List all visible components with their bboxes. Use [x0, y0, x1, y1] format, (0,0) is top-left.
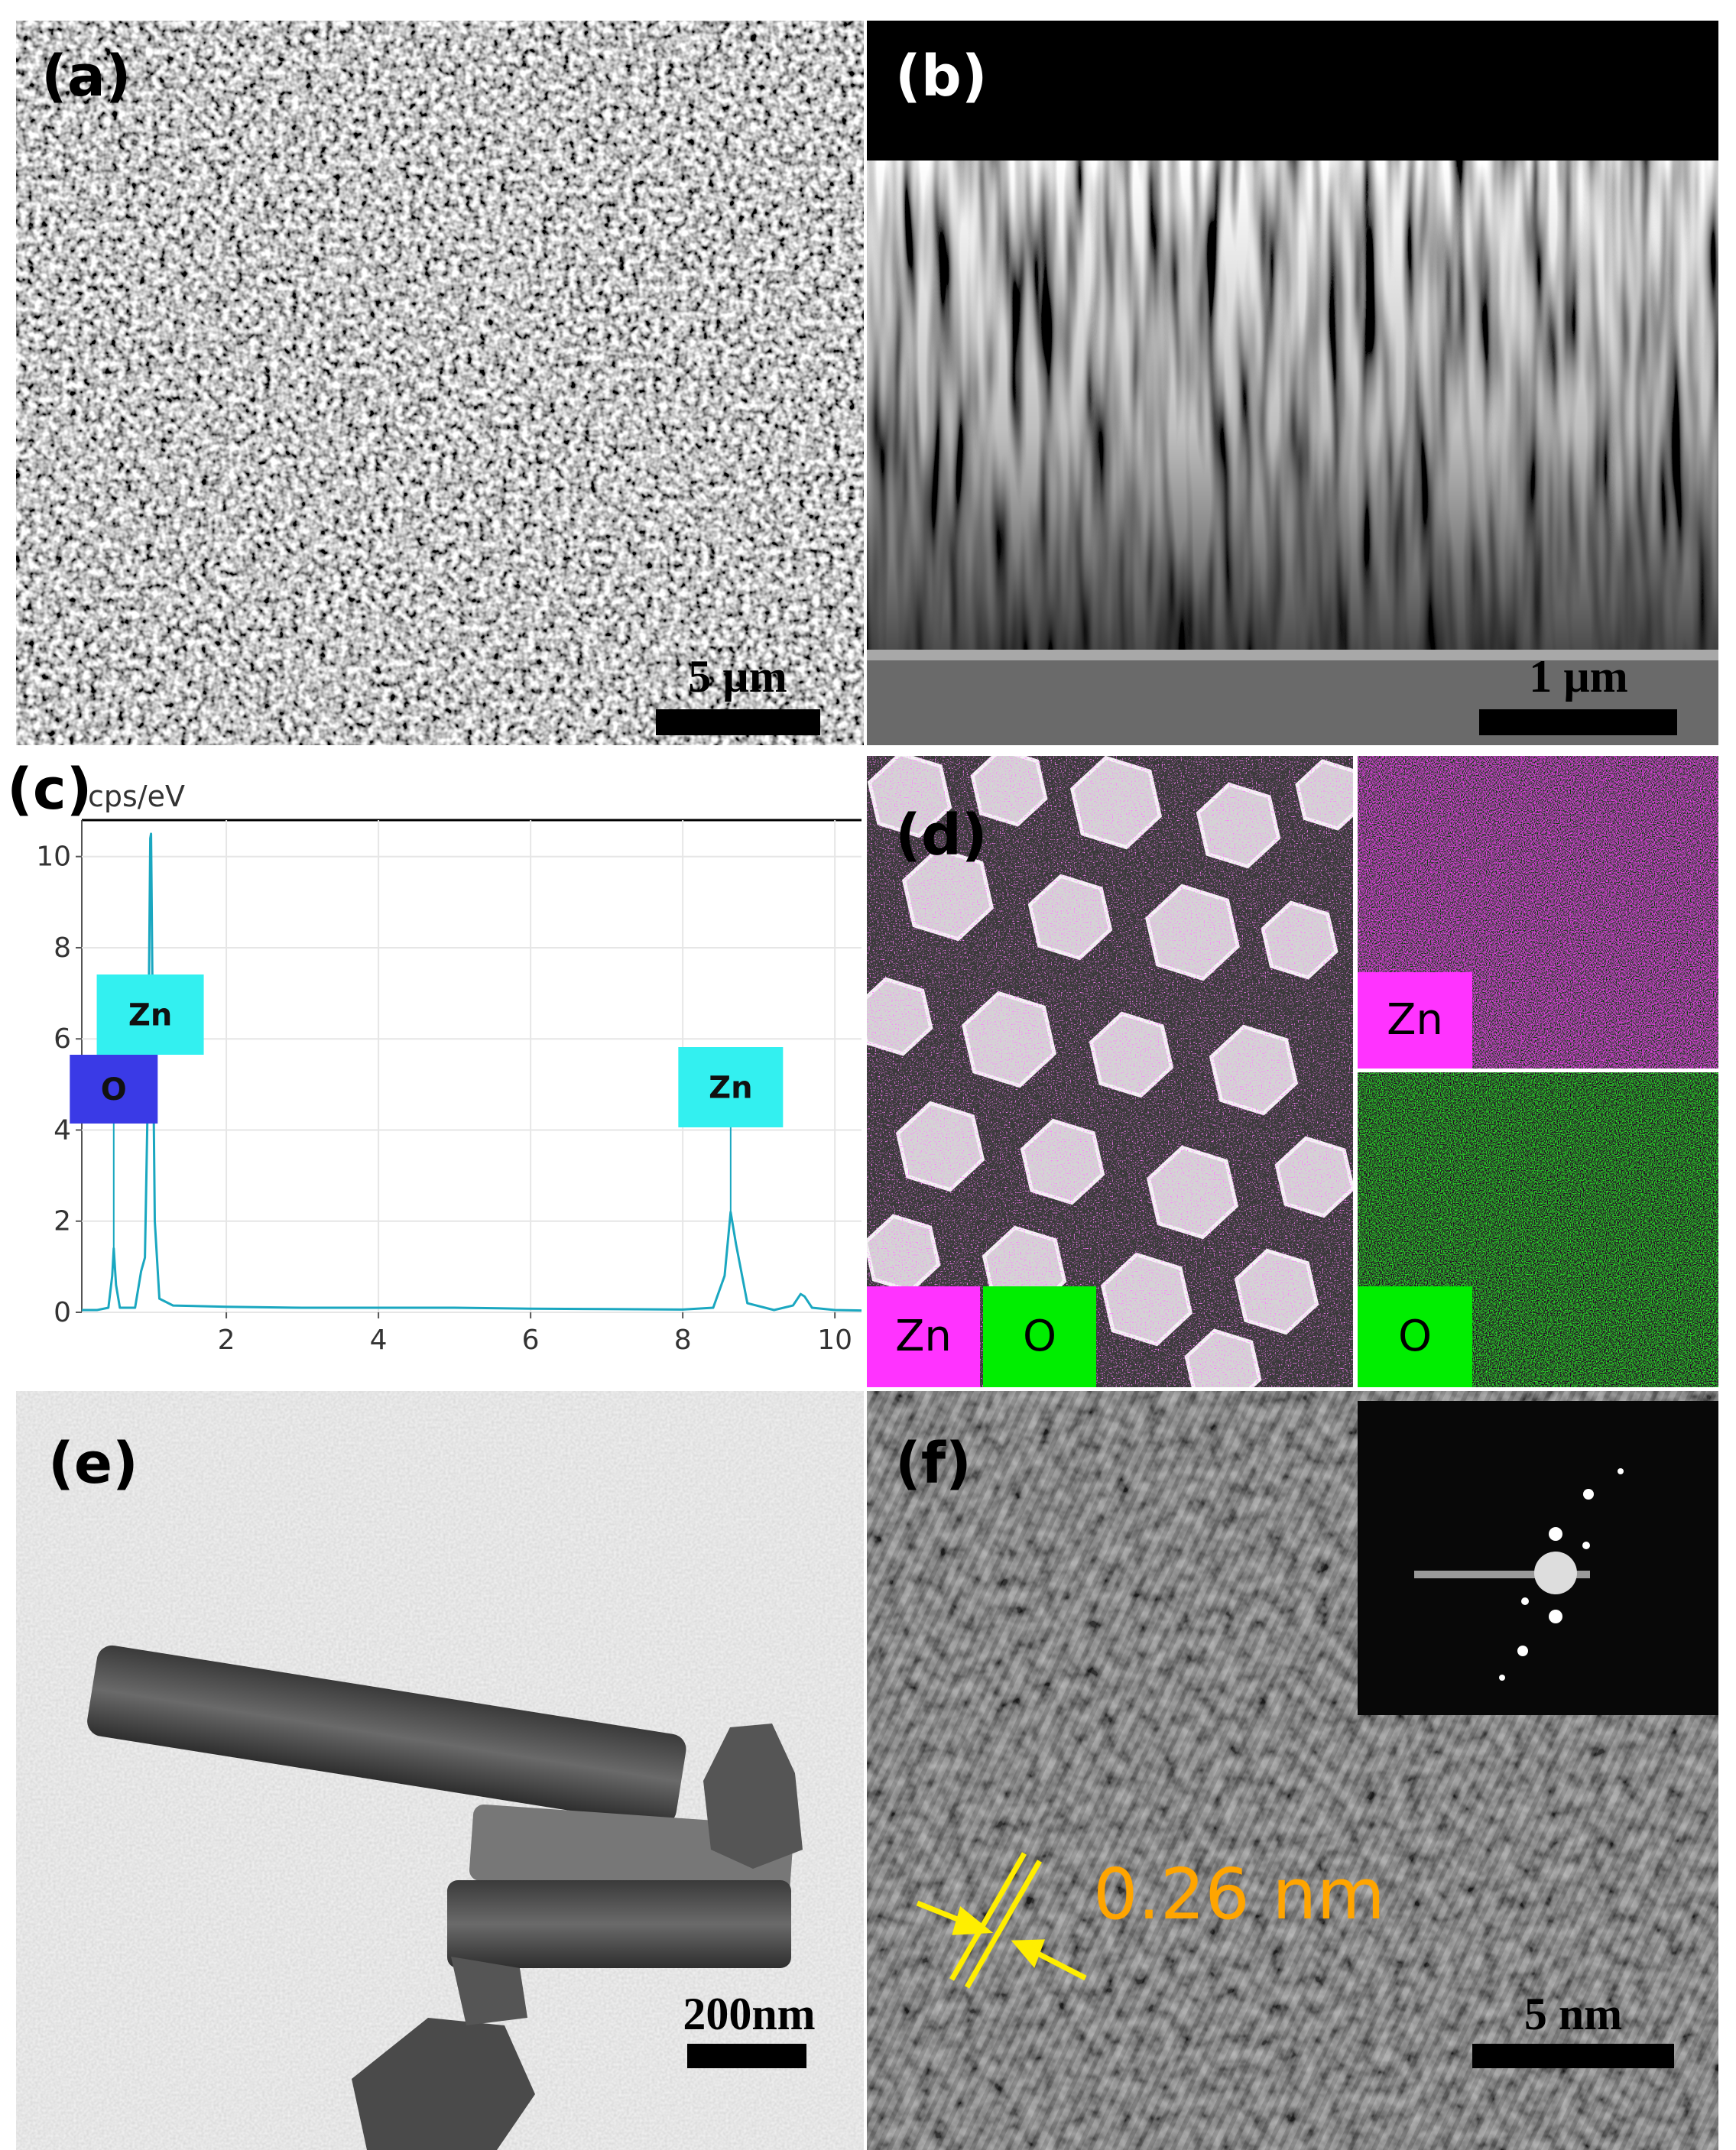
- panel-label: (b): [895, 44, 988, 109]
- panel-label: (a): [41, 44, 131, 109]
- label-box: [1358, 1286, 1472, 1387]
- arrow: [1030, 1947, 1087, 1981]
- arrowhead: [1011, 1939, 1046, 1968]
- saed-inset: [1358, 1401, 1718, 1715]
- scale-bar: [656, 709, 820, 735]
- y-tick-label: 10: [36, 842, 71, 873]
- spectrum-line: [82, 832, 862, 1312]
- y-tick-label: 4: [54, 1114, 71, 1146]
- lattice-marker: [916, 1852, 1087, 1989]
- nanorods: [87, 1645, 803, 2150]
- eds-chart: cps/eV 0 2 4 6 8 10 2 4 6 8 10 Zn O Zn: [36, 780, 862, 1356]
- annotation-label: O: [101, 1072, 127, 1107]
- annotation-label: Zn: [128, 998, 172, 1033]
- sem-top-view: [16, 21, 864, 745]
- annotation-box: [678, 1047, 784, 1127]
- spot: [1549, 1610, 1562, 1623]
- particle: [352, 2018, 535, 2150]
- element-label: Zn: [1387, 995, 1443, 1045]
- panel-label: (d): [895, 803, 988, 868]
- particle: [451, 1957, 527, 2025]
- x-tick-label: 6: [522, 1325, 540, 1356]
- nanorod: [447, 1880, 791, 1968]
- element-label: O: [1398, 1312, 1432, 1361]
- panel-label: (f): [895, 1431, 972, 1497]
- spot: [1583, 1489, 1594, 1500]
- x-tick-label: 8: [674, 1325, 692, 1356]
- x-tick-label: 4: [370, 1325, 388, 1356]
- spot: [1618, 1468, 1624, 1474]
- x-tick-label: 2: [218, 1325, 235, 1356]
- scale-bar: [1479, 709, 1677, 735]
- element-dots: [867, 756, 1353, 1387]
- particle: [703, 1724, 803, 1869]
- y-tick-label: 6: [54, 1023, 71, 1055]
- shading: [867, 161, 1718, 650]
- diffraction-spots: [1414, 1468, 1624, 1681]
- y-tick-label: 2: [54, 1206, 71, 1237]
- scale-bar-label: 5 µm: [688, 651, 787, 702]
- element-label: Zn: [895, 1312, 952, 1361]
- panel-label: (e): [48, 1431, 138, 1497]
- spot: [1549, 1527, 1562, 1541]
- substrate-edge: [867, 650, 1718, 660]
- spot: [1521, 1597, 1529, 1605]
- spot: [1582, 1542, 1590, 1549]
- panel-label: (c): [7, 757, 92, 822]
- scale-bar: [687, 2044, 806, 2068]
- annotation-box: [70, 1055, 158, 1124]
- scale-bar: [1472, 2044, 1674, 2068]
- scale-bar-label: 5 nm: [1524, 1989, 1622, 2039]
- label-box: [1358, 972, 1472, 1069]
- spot: [1534, 1552, 1577, 1594]
- element-label: O: [1023, 1312, 1056, 1361]
- y-axis-label: cps/eV: [88, 780, 185, 813]
- scale-bar-label: 200nm: [683, 1989, 815, 2039]
- label-box: [867, 1286, 980, 1387]
- x-tick-label: 10: [817, 1325, 852, 1356]
- lattice-line: [964, 1860, 1043, 1989]
- d-spacing-label: 0.26 nm: [1093, 1853, 1385, 1935]
- spot: [1499, 1675, 1505, 1681]
- scale-bar-label: 1 µm: [1529, 651, 1628, 702]
- y-tick-label: 0: [54, 1297, 71, 1328]
- y-tick-label: 8: [54, 932, 71, 964]
- spot: [1517, 1646, 1528, 1656]
- lattice-line: [949, 1852, 1027, 1981]
- annotation-label: Zn: [709, 1071, 752, 1106]
- label-box: [983, 1286, 1096, 1387]
- annotation-box: [96, 974, 204, 1055]
- nanorod: [87, 1645, 686, 1825]
- arrowhead: [952, 1905, 994, 1935]
